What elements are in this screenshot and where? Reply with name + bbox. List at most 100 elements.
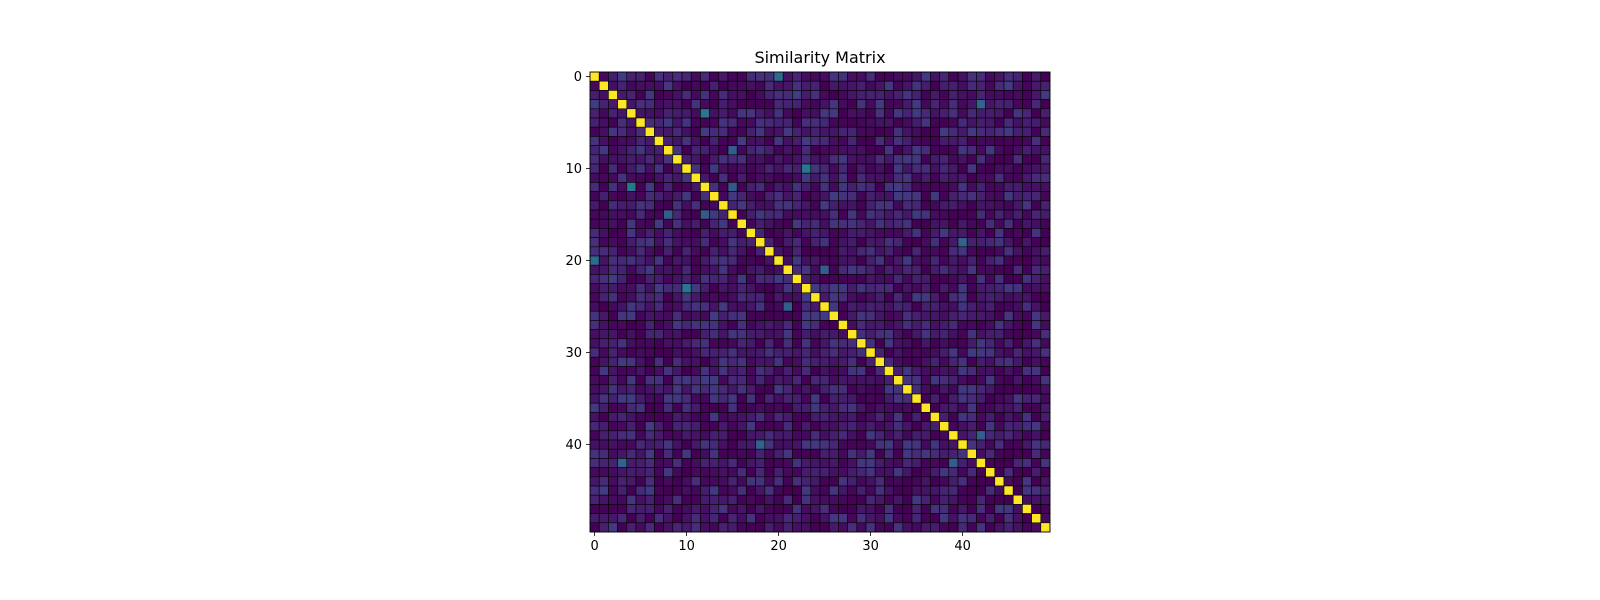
heatmap-cell <box>1012 237 1023 248</box>
heatmap-cell <box>847 154 858 165</box>
heatmap-cell <box>608 172 618 183</box>
heatmap-cell <box>1012 430 1023 441</box>
heatmap-cell <box>1031 329 1042 340</box>
heatmap-cell <box>865 237 876 248</box>
heatmap-cell <box>654 264 664 275</box>
heatmap-cell <box>838 439 848 450</box>
heatmap-cell <box>644 264 655 275</box>
heatmap-cell <box>828 80 839 91</box>
heatmap-cell <box>874 458 885 468</box>
heatmap-cell <box>755 384 766 395</box>
heatmap-cell <box>884 485 894 496</box>
heatmap-cell <box>957 356 968 367</box>
heatmap-cell <box>792 356 802 367</box>
heatmap-cell <box>985 421 996 432</box>
heatmap-cell <box>782 283 793 294</box>
heatmap-cell <box>617 246 628 257</box>
heatmap-cell <box>626 228 637 238</box>
heatmap-cell <box>792 182 802 192</box>
heatmap-cell <box>874 80 885 91</box>
heatmap-cell <box>598 301 609 312</box>
heatmap-cell <box>589 99 600 110</box>
heatmap-cell <box>654 90 664 100</box>
heatmap-cell <box>856 136 867 146</box>
heatmap-cell <box>792 237 802 248</box>
heatmap-cell <box>792 458 802 468</box>
heatmap-cell <box>874 117 885 128</box>
heatmap-cell <box>782 338 793 349</box>
heatmap-cell <box>976 485 986 496</box>
heatmap-cell <box>608 90 618 100</box>
heatmap-cell <box>755 80 766 91</box>
heatmap-cell <box>828 264 839 275</box>
heatmap-cell <box>626 117 637 128</box>
heatmap-cell <box>819 126 830 137</box>
heatmap-cell <box>663 329 674 340</box>
heatmap-cell <box>1012 504 1023 514</box>
heatmap-cell <box>1040 329 1051 340</box>
heatmap-cell <box>746 467 756 478</box>
heatmap-cell <box>755 237 766 248</box>
heatmap-cell <box>893 329 904 340</box>
heatmap-cell <box>663 154 674 165</box>
heatmap-cell <box>920 329 931 340</box>
heatmap-cell <box>874 154 885 165</box>
heatmap-cell <box>893 182 904 192</box>
heatmap-cell <box>948 439 959 450</box>
heatmap-cell <box>700 384 710 395</box>
heatmap-cell <box>847 292 858 303</box>
heatmap-cell <box>1003 347 1014 358</box>
heatmap-cell <box>690 310 701 321</box>
heatmap-cell <box>764 402 775 413</box>
heatmap-cell <box>1040 421 1051 432</box>
heatmap-cell <box>1012 393 1023 404</box>
heatmap-cell <box>948 264 959 275</box>
heatmap-cell <box>810 320 821 330</box>
heatmap-cell <box>1040 163 1051 174</box>
heatmap-cell <box>709 476 720 487</box>
heatmap-cell <box>902 338 913 349</box>
heatmap-cell <box>709 448 720 459</box>
heatmap-cell <box>874 485 885 496</box>
heatmap-cell <box>654 108 664 119</box>
heatmap-cell <box>736 172 747 183</box>
heatmap-cell <box>700 209 710 220</box>
heatmap-cell <box>792 163 802 174</box>
heatmap-cell <box>976 136 986 146</box>
heatmap-cell <box>819 320 830 330</box>
heatmap-cell <box>838 218 848 229</box>
heatmap-cell <box>690 393 701 404</box>
heatmap-cell <box>939 117 950 128</box>
heatmap-cell <box>976 90 986 100</box>
heatmap-cell <box>736 522 747 533</box>
heatmap-cell <box>810 71 821 82</box>
heatmap-cell <box>681 154 692 165</box>
heatmap-cell <box>874 274 885 284</box>
heatmap-cell <box>727 458 738 468</box>
heatmap-cell <box>819 264 830 275</box>
heatmap-cell <box>1003 117 1014 128</box>
heatmap-cell <box>828 384 839 395</box>
heatmap-cell <box>884 191 894 202</box>
heatmap-cell <box>773 255 784 266</box>
heatmap-cell <box>626 191 637 202</box>
heatmap-cell <box>598 218 609 229</box>
heatmap-cell <box>718 191 729 202</box>
heatmap-cell <box>994 182 1005 192</box>
heatmap-cell <box>690 264 701 275</box>
heatmap-cell <box>985 412 996 422</box>
heatmap-cell <box>635 172 646 183</box>
heatmap-cell <box>930 71 940 82</box>
heatmap-cell <box>966 402 977 413</box>
heatmap-cell <box>884 99 894 110</box>
heatmap-cell <box>608 209 618 220</box>
heatmap-cell <box>690 329 701 340</box>
heatmap-cell <box>810 191 821 202</box>
heatmap-cell <box>755 218 766 229</box>
heatmap-cell <box>966 209 977 220</box>
heatmap-cell <box>1003 375 1014 386</box>
heatmap-cell <box>764 246 775 257</box>
heatmap-cell <box>617 71 628 82</box>
heatmap-cell <box>902 90 913 100</box>
heatmap-cell <box>1012 402 1023 413</box>
